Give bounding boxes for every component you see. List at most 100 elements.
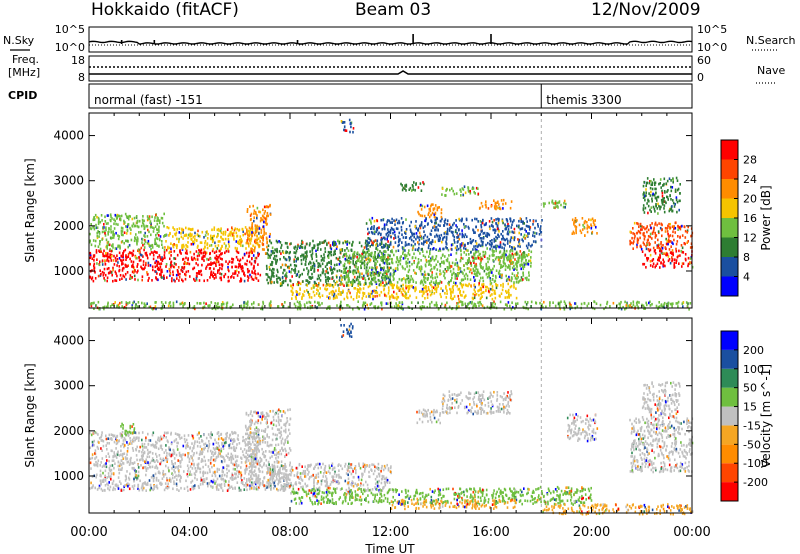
echo-cell bbox=[683, 242, 686, 245]
echo-cell bbox=[102, 226, 104, 229]
echo-cell bbox=[155, 233, 157, 237]
echo-cell bbox=[663, 210, 666, 214]
echo-cell bbox=[195, 277, 198, 280]
echo-cell bbox=[329, 266, 331, 270]
echo-cell bbox=[107, 233, 109, 236]
echo-cell bbox=[558, 200, 561, 203]
echo-cell bbox=[394, 269, 397, 272]
echo-cell bbox=[422, 243, 425, 246]
echo-cell bbox=[436, 275, 439, 279]
echo-cell bbox=[352, 298, 355, 301]
echo-region bbox=[89, 430, 262, 492]
echo-cell bbox=[483, 223, 486, 227]
echo-cell bbox=[367, 256, 370, 260]
echo-cell bbox=[324, 273, 326, 276]
echo-cell bbox=[215, 264, 217, 267]
echo-cell bbox=[662, 184, 664, 187]
echo-cell bbox=[336, 245, 338, 248]
echo-cell bbox=[295, 257, 298, 261]
echo-cell bbox=[258, 227, 261, 230]
echo-cell bbox=[481, 221, 484, 225]
echo-cell bbox=[104, 463, 106, 466]
echo-cell bbox=[387, 292, 390, 295]
echo-region bbox=[264, 239, 392, 287]
echo-cell bbox=[404, 281, 407, 284]
echo-cell bbox=[256, 242, 259, 246]
echo-cell bbox=[461, 242, 463, 245]
echo-cell bbox=[653, 226, 655, 230]
echo-cell bbox=[347, 271, 350, 275]
echo-cell bbox=[288, 270, 291, 273]
echo-cell bbox=[321, 257, 324, 260]
echo-cell bbox=[373, 258, 376, 262]
echo-cell bbox=[472, 239, 475, 242]
echo-cell bbox=[479, 262, 481, 266]
echo-cell bbox=[649, 235, 652, 239]
echo-cell bbox=[472, 267, 475, 271]
echo-cell bbox=[182, 237, 184, 240]
echo-cell bbox=[174, 279, 176, 283]
echo-cell bbox=[344, 252, 346, 256]
echo-cell bbox=[322, 268, 324, 271]
echo-cell bbox=[398, 301, 401, 304]
echo-cell bbox=[671, 186, 674, 189]
echo-cell bbox=[210, 273, 212, 277]
echo-cell bbox=[283, 269, 286, 272]
cpid-panel bbox=[88, 83, 693, 109]
echo-cell bbox=[328, 261, 331, 264]
echo-cell bbox=[633, 237, 636, 240]
echo-cell bbox=[525, 230, 527, 233]
echo-cell bbox=[447, 282, 449, 285]
echo-cell bbox=[373, 219, 376, 223]
echo-cell bbox=[178, 279, 180, 282]
echo-cell bbox=[248, 251, 250, 255]
echo-cell bbox=[218, 249, 221, 253]
echo-cell bbox=[235, 255, 238, 259]
echo-cell bbox=[346, 258, 348, 262]
echo-cell bbox=[485, 222, 487, 225]
echo-cell bbox=[366, 266, 368, 269]
echo-cell bbox=[119, 244, 121, 248]
echo-cell bbox=[144, 266, 146, 269]
echo-cell bbox=[493, 245, 496, 249]
echo-cell bbox=[506, 220, 509, 223]
echo-cell bbox=[431, 211, 434, 215]
echo-region bbox=[290, 282, 518, 301]
echo-cell bbox=[456, 302, 458, 305]
echo-cell bbox=[465, 294, 467, 297]
echo-cell bbox=[667, 255, 670, 258]
echo-cell bbox=[653, 193, 656, 197]
echo-cell bbox=[405, 218, 407, 221]
echo-cell bbox=[364, 251, 367, 255]
echo-cell bbox=[425, 285, 427, 289]
echo-cell bbox=[664, 226, 667, 230]
echo-cell bbox=[236, 235, 238, 238]
echo-cell bbox=[129, 257, 131, 261]
echo-cell bbox=[259, 235, 262, 238]
echo-cell bbox=[352, 259, 354, 263]
echo-cell bbox=[268, 266, 271, 269]
echo-cell bbox=[242, 266, 244, 270]
echo-cell bbox=[441, 238, 444, 241]
echo-cell bbox=[95, 226, 98, 230]
echo-cell bbox=[468, 253, 470, 256]
echo-cell bbox=[437, 239, 440, 243]
echo-cell bbox=[475, 264, 478, 268]
echo-cell bbox=[254, 269, 256, 273]
echo-cell bbox=[417, 301, 419, 305]
echo-cell bbox=[178, 276, 181, 279]
echo-cell bbox=[339, 291, 342, 294]
echo-cell bbox=[257, 279, 260, 282]
echo-cell bbox=[673, 266, 675, 269]
echo-cell bbox=[522, 265, 524, 269]
echo-cell bbox=[671, 209, 674, 213]
echo-cell bbox=[674, 188, 677, 192]
echo-cell bbox=[412, 269, 415, 272]
echo-cell bbox=[674, 190, 677, 193]
echo-cell bbox=[654, 183, 656, 186]
echo-cell bbox=[526, 301, 529, 304]
echo-cell bbox=[676, 255, 679, 259]
echo-cell bbox=[459, 300, 462, 303]
echo-cell bbox=[488, 254, 491, 258]
echo-cell bbox=[388, 230, 391, 234]
